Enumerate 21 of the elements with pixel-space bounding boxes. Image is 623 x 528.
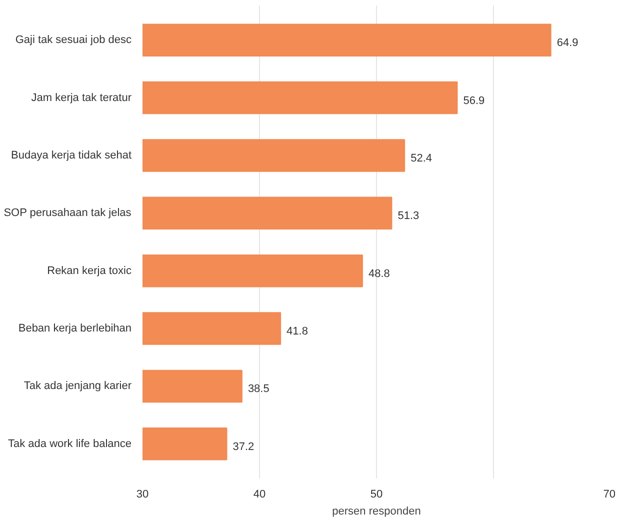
- y-tick-label: Beban kerja berlebihan: [18, 322, 132, 335]
- x-axis-title: persen responden: [332, 506, 421, 518]
- y-tick-label: Tak ada work life balance: [8, 438, 132, 450]
- data-label: 37.2: [232, 440, 254, 453]
- data-label: 64.9: [556, 37, 578, 50]
- x-tick-label: 40: [253, 488, 266, 500]
- data-label: 38.5: [248, 383, 270, 396]
- data-label: 51.3: [398, 210, 420, 222]
- y-tick-label: Jam kerja tak teratur: [31, 92, 132, 104]
- y-tick-label: SOP perusahaan tak jelas: [4, 207, 132, 220]
- x-tick-label: 70: [603, 488, 616, 500]
- data-label: 56.9: [463, 94, 485, 107]
- data-label: 48.8: [368, 268, 390, 280]
- y-tick-label: Gaji tak sesuai job desc: [15, 34, 132, 46]
- x-tick-label: 30: [136, 488, 149, 500]
- data-label: 52.4: [410, 152, 432, 164]
- y-tick-label: Rekan kerja toxic: [47, 264, 132, 277]
- y-tick-label: Tak ada jenjang karier: [24, 380, 132, 392]
- y-tick-label: Budaya kerja tidak sehat: [11, 149, 132, 162]
- data-label: 41.8: [286, 326, 308, 338]
- x-tick-label: 50: [370, 488, 383, 500]
